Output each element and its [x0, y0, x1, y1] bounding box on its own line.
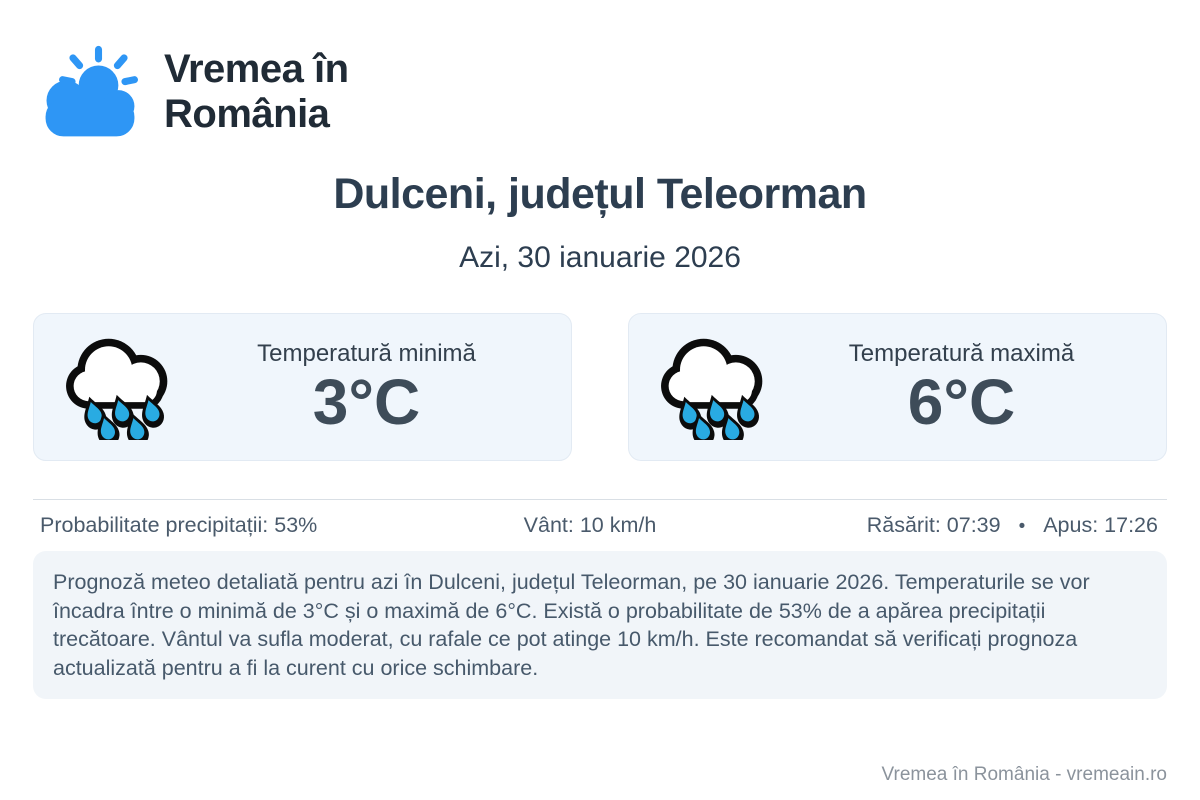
sun-cloud-logo-icon	[38, 42, 142, 142]
min-temperature-value: 3°C	[312, 365, 421, 438]
max-temperature-value: 6°C	[907, 365, 1016, 438]
footer-credit: Vremea în România - vremeain.ro	[881, 764, 1167, 785]
rain-cloud-icon	[64, 334, 176, 440]
page-title: Dulceni, județul Teleorman	[333, 170, 867, 218]
max-temperature-label: Temperatură maximă	[848, 339, 1075, 367]
forecast-description: Prognoză meteo detaliată pentru azi în D…	[33, 551, 1167, 699]
stats-divider	[33, 499, 1167, 500]
wind-stat: Vânt: 10 km/h	[523, 513, 657, 537]
sun-times-stat: Răsărit: 07:39 • Apus: 17:26	[863, 513, 1162, 538]
precipitation-stat: Probabilitate precipitații: 53%	[40, 513, 318, 537]
min-temperature-card: Temperatură minimă 3°C	[33, 313, 572, 461]
site-name-line1: Vremea în	[164, 47, 349, 92]
sunset-stat: Apus: 17:26	[1043, 513, 1158, 537]
site-logo[interactable]: Vremea în România	[38, 0, 1167, 142]
page-date: Azi, 30 ianuarie 2026	[459, 241, 741, 274]
rain-cloud-icon	[659, 334, 771, 440]
max-temperature-card: Temperatură maximă 6°C	[628, 313, 1167, 461]
site-name-line2: România	[164, 92, 330, 136]
site-name: Vremea în România	[164, 47, 349, 137]
temperature-cards: Temperatură minimă 3°C Temperatură maxim…	[33, 313, 1167, 461]
min-temperature-body: Temperatură minimă 3°C	[176, 340, 557, 436]
stats-row: Probabilitate precipitații: 53% Vânt: 10…	[33, 500, 1167, 551]
min-temperature-label: Temperatură minimă	[257, 339, 476, 367]
max-temperature-body: Temperatură maximă 6°C	[771, 340, 1152, 436]
sunrise-stat: Răsărit: 07:39	[866, 513, 1001, 537]
bullet-separator: •	[1018, 516, 1026, 537]
